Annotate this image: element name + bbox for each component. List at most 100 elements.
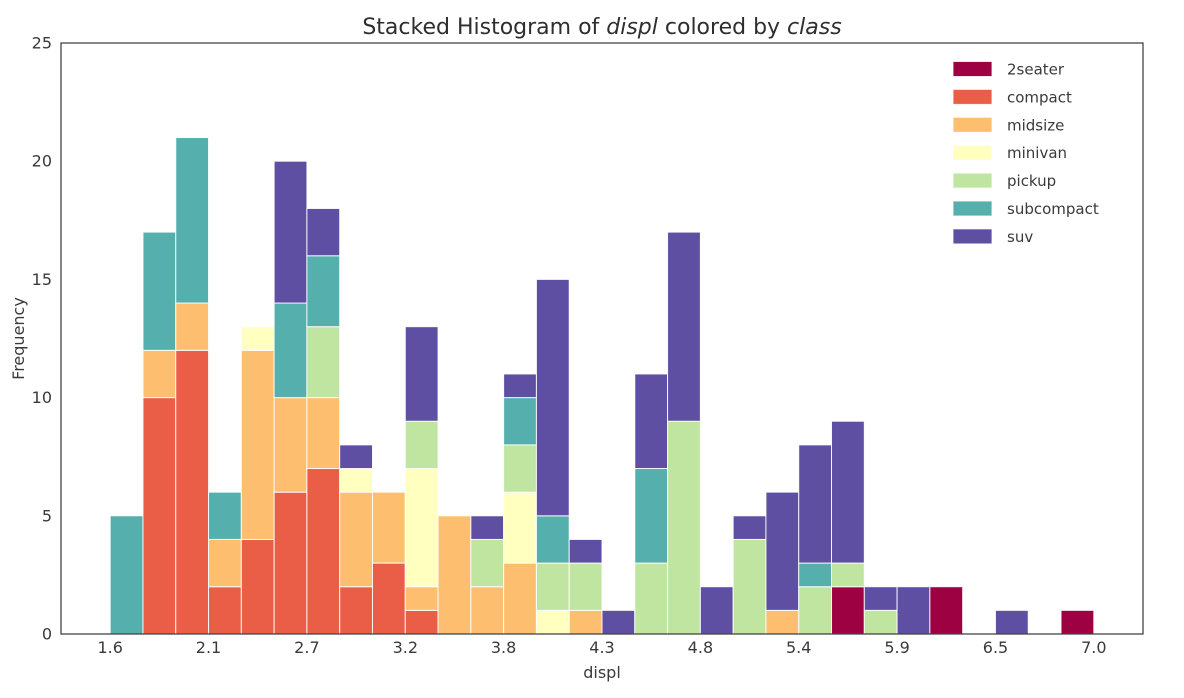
legend-entry-subcompact: subcompact xyxy=(952,200,1099,218)
y-tick-label-15: 15 xyxy=(32,270,52,289)
bar-segment-pickup-bin23 xyxy=(863,609,898,635)
bar-segment-2seater-bin22 xyxy=(831,586,865,635)
bar-segment-subcompact-bin13 xyxy=(535,515,570,564)
bar-segment-midsize-bin12 xyxy=(503,562,537,635)
bar-segment-subcompact-bin1 xyxy=(142,231,177,351)
legend-swatch-pickup xyxy=(952,172,993,189)
bar-segment-pickup-bin17 xyxy=(667,420,701,635)
bar-segment-suv-bin11 xyxy=(470,515,505,540)
title-part: colored by xyxy=(658,15,787,40)
bar-segment-compact-bin7 xyxy=(339,586,373,635)
x-tick-label-3.8: 3.8 xyxy=(491,638,516,657)
bar-segment-suv-bin16 xyxy=(634,373,669,470)
bar-segment-pickup-bin21 xyxy=(798,586,833,635)
bar-segment-subcompact-bin5 xyxy=(273,302,308,399)
bar-segment-pickup-bin16 xyxy=(634,562,669,635)
bar-segment-suv-bin6 xyxy=(306,207,341,257)
legend-label-suv: suv xyxy=(1007,228,1033,246)
legend-label-subcompact: subcompact xyxy=(1007,200,1099,218)
bar-segment-pickup-bin14 xyxy=(568,562,603,611)
legend: 2seater compact midsize minivan pickup subcom… xyxy=(952,61,1099,246)
bar-segment-pickup-bin11 xyxy=(470,538,505,588)
legend-entry-midsize: midsize xyxy=(952,116,1064,134)
bar-segment-midsize-bin1 xyxy=(142,349,177,399)
x-tick-label-4.8: 4.8 xyxy=(688,638,713,657)
bar-segment-subcompact-bin6 xyxy=(306,255,341,328)
y-axis: 0 5 10 15 20 25 xyxy=(32,34,52,644)
legend-entry-minivan: minivan xyxy=(952,144,1067,162)
bar-segment-minivan-bin12 xyxy=(503,491,537,564)
legend-label-compact: compact xyxy=(1007,88,1072,106)
bar-segment-suv-bin15 xyxy=(601,609,636,635)
bar-segment-compact-bin2 xyxy=(175,349,210,635)
bar-segment-suv-bin27 xyxy=(994,609,1029,635)
bar-segment-compact-bin5 xyxy=(273,491,308,635)
bar-segment-midsize-bin2 xyxy=(175,302,210,351)
bar-segment-suv-bin9 xyxy=(404,326,439,422)
chart-title: Stacked Histogram of displ colored by cl… xyxy=(362,15,841,40)
bar-segment-minivan-bin9 xyxy=(404,468,439,588)
x-axis-label: displ xyxy=(583,663,621,682)
legend-entry-2seater: 2seater xyxy=(952,61,1065,79)
bar-segment-midsize-bin11 xyxy=(470,586,505,635)
legend-swatch-suv xyxy=(952,228,993,245)
legend-label-minivan: minivan xyxy=(1007,144,1067,162)
bar-segment-pickup-bin12 xyxy=(503,444,537,493)
bar-segment-suv-bin5 xyxy=(273,160,308,304)
plot-border xyxy=(60,42,1144,635)
y-tick-label-0: 0 xyxy=(42,625,52,644)
bar-segment-suv-bin13 xyxy=(535,278,570,517)
bar-segment-midsize-bin9 xyxy=(404,586,439,611)
bar-segment-midsize-bin4 xyxy=(240,349,275,540)
bar-segment-compact-bin1 xyxy=(142,397,177,635)
bar-segment-suv-bin20 xyxy=(765,491,800,611)
title-part-italic: displ xyxy=(606,15,658,40)
x-tick-label-4.3: 4.3 xyxy=(589,638,614,657)
bar-segment-2seater-bin29 xyxy=(1060,609,1095,635)
legend-entry-pickup: pickup xyxy=(952,172,1056,190)
bar-segment-midsize-bin5 xyxy=(273,397,308,493)
x-tick-label-1.6: 1.6 xyxy=(97,638,122,657)
bar-segment-midsize-bin20 xyxy=(765,609,800,635)
bar-segment-subcompact-bin16 xyxy=(634,468,669,564)
y-tick-label-20: 20 xyxy=(32,152,52,171)
x-tick-label-6.5: 6.5 xyxy=(983,638,1008,657)
legend-swatch-minivan xyxy=(952,144,993,161)
bar-segment-compact-bin8 xyxy=(371,562,406,635)
bar-segment-pickup-bin6 xyxy=(306,326,341,399)
x-tick-label-5.4: 5.4 xyxy=(786,638,811,657)
legend-swatch-2seater xyxy=(952,61,993,77)
legend-swatch-compact xyxy=(952,88,993,105)
y-axis-label: Frequency xyxy=(9,297,28,380)
legend-label-pickup: pickup xyxy=(1007,172,1056,190)
legend-swatch-subcompact xyxy=(952,200,993,217)
bar-segment-midsize-bin3 xyxy=(208,538,242,588)
bar-segment-subcompact-bin2 xyxy=(175,137,210,304)
bar-segment-suv-bin14 xyxy=(568,538,603,564)
title-part: Stacked Histogram of xyxy=(362,15,606,40)
x-tick-label-5.9: 5.9 xyxy=(884,638,909,657)
bar-segment-pickup-bin9 xyxy=(404,420,439,470)
bar-segment-suv-bin17 xyxy=(667,231,701,422)
bar-segment-suv-bin19 xyxy=(732,515,767,540)
bar-segment-suv-bin21 xyxy=(798,444,833,564)
x-tick-label-2.7: 2.7 xyxy=(294,638,319,657)
bar-segment-midsize-bin6 xyxy=(306,397,341,470)
y-tick-label-5: 5 xyxy=(42,506,52,525)
bar-segment-subcompact-bin0 xyxy=(109,515,144,635)
bar-segment-suv-bin22 xyxy=(831,420,865,564)
bar-segment-compact-bin9 xyxy=(404,609,439,635)
legend-label-2seater: 2seater xyxy=(1007,61,1065,79)
legend-label-midsize: midsize xyxy=(1007,116,1064,134)
title-part-italic: class xyxy=(787,15,842,40)
legend-entry-compact: compact xyxy=(952,88,1072,106)
bar-segment-compact-bin6 xyxy=(306,468,341,635)
bar-segment-compact-bin3 xyxy=(208,586,242,635)
bar-segment-minivan-bin7 xyxy=(339,468,373,493)
bar-segment-suv-bin18 xyxy=(699,586,734,635)
bar-segment-minivan-bin4 xyxy=(240,326,275,351)
bar-segment-suv-bin24 xyxy=(896,586,931,635)
bar-segment-compact-bin4 xyxy=(240,538,275,635)
